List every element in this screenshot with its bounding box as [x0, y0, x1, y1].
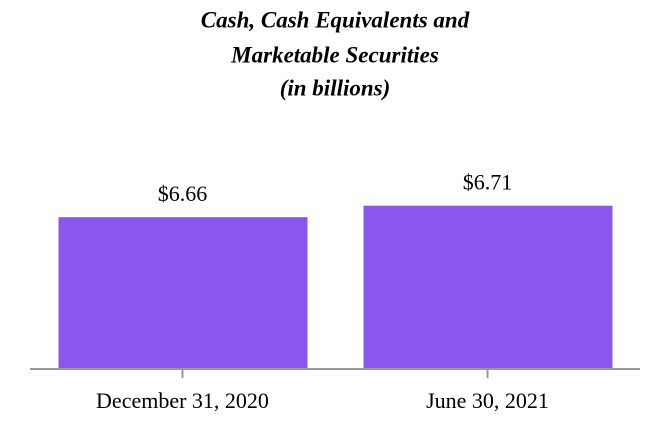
chart-title: Marketable Securities: [230, 42, 439, 67]
value-label: $6.66: [158, 181, 208, 206]
chart-title: Cash, Cash Equivalents and: [201, 7, 470, 32]
chart-subtitle: (in billions): [280, 75, 391, 100]
bar: [363, 205, 613, 369]
x-tick-label: December 31, 2020: [96, 388, 269, 413]
bar: [58, 217, 308, 369]
value-label: $6.71: [463, 170, 513, 195]
x-tick-label: June 30, 2021: [426, 388, 549, 413]
